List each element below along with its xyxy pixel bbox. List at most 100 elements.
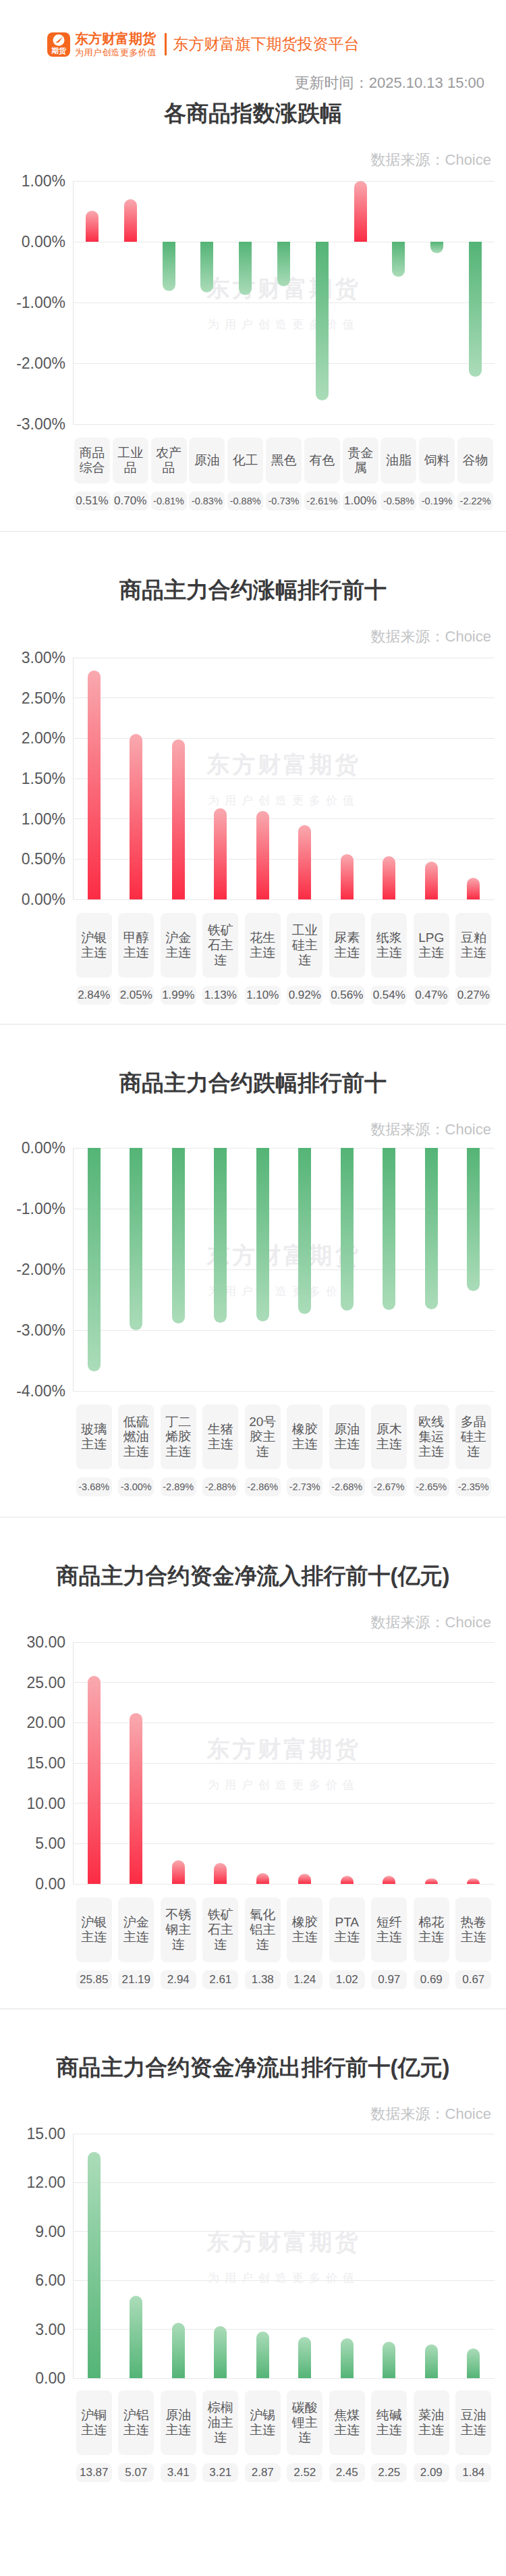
- value-label: 25.85: [76, 1970, 112, 1989]
- values-row: 25.8521.192.942.611.381.241.020.970.690.…: [0, 1970, 506, 1989]
- category-label: 农产 品: [151, 438, 187, 483]
- values-row: 2.84%2.05%1.99%1.13%1.10%0.92%0.56%0.54%…: [0, 986, 506, 1005]
- value-label: 0.67: [455, 1970, 491, 1989]
- category-label: 黑色: [266, 438, 302, 483]
- values-row: 13.875.073.413.212.872.522.452.252.091.8…: [0, 2463, 506, 2482]
- category-label: 橡胶 主连: [287, 1897, 322, 1962]
- bar-棉花主连: [425, 1878, 438, 1884]
- bar-沪铝主连: [130, 2296, 142, 2378]
- category-label: 沪金 主连: [118, 1897, 154, 1962]
- y-axis-tick-label: 10.00: [0, 1795, 65, 1812]
- value-label: -2.88%: [202, 1477, 238, 1496]
- bar-沪银主连: [88, 671, 101, 899]
- gridline: [73, 1391, 495, 1392]
- category-labels-row: 商品 综合工业 品农产 品原油化工黑色有色贵金 属油脂饲料谷物: [0, 438, 506, 483]
- category-label: 沪锡 主连: [245, 2390, 281, 2455]
- category-label: 沪银 主连: [76, 1897, 112, 1962]
- bar-焦煤主连: [341, 2338, 354, 2378]
- bar-橡胶主连: [298, 1874, 311, 1884]
- value-label: -0.81%: [151, 492, 187, 510]
- chart-title: 商品主力合约涨幅排行前十: [0, 577, 506, 604]
- y-axis-tick-label: 0.00%: [0, 1139, 65, 1157]
- value-label: -0.88%: [227, 492, 263, 510]
- y-axis-tick-label: 20.00: [0, 1714, 65, 1731]
- value-label: -2.35%: [455, 1477, 491, 1496]
- value-label: 1.99%: [161, 986, 196, 1005]
- category-label: 豆油 主连: [455, 2390, 491, 2455]
- y-axis-tick-label: -2.00%: [0, 1261, 65, 1278]
- value-label: -0.58%: [381, 492, 416, 510]
- bar-甲醇主连: [130, 734, 142, 899]
- value-label: 13.87: [76, 2463, 112, 2482]
- bar-原木主连: [383, 1148, 395, 1310]
- category-label: 油脂: [381, 438, 416, 483]
- y-axis-tick-label: 2.50%: [0, 689, 65, 707]
- bar-橡胶主连: [298, 1148, 311, 1314]
- bar-贵金属: [354, 181, 367, 242]
- bar-PTA主连: [341, 1876, 354, 1884]
- bar-工业硅主连: [298, 825, 311, 899]
- category-label: 生猪 主连: [202, 1404, 238, 1469]
- bar-沪铜主连: [88, 2152, 101, 2378]
- value-label: 1.00%: [343, 492, 378, 510]
- category-label: 热卷 主连: [455, 1897, 491, 1962]
- chart-section-top-gainers: 商品主力合约涨幅排行前十数据来源：Choice东方财富期货为用户创造更多价值3.…: [0, 577, 506, 1005]
- category-label: 尿素 主连: [329, 913, 365, 978]
- plot-area: 东方财富期货为用户创造更多价值30.0025.0020.0015.0010.00…: [0, 1642, 506, 1884]
- category-label: 原油: [189, 438, 225, 483]
- category-label: 焦煤 主连: [329, 2390, 365, 2455]
- y-axis-tick-label: 9.00: [0, 2223, 65, 2240]
- category-label: 沪金 主连: [161, 913, 196, 978]
- bar-豆粕主连: [467, 878, 480, 899]
- value-label: -2.61%: [304, 492, 340, 510]
- value-label: 1.84: [455, 2463, 491, 2482]
- category-label: 工业 硅主 连: [287, 913, 322, 978]
- gridline: [73, 424, 495, 425]
- section-divider: [0, 2008, 506, 2009]
- y-axis-tick-label: -4.00%: [0, 1382, 65, 1400]
- app-logo-icon: 期货: [47, 32, 70, 57]
- gridline: [73, 2182, 495, 2183]
- y-axis-tick-label: 3.00: [0, 2321, 65, 2338]
- y-axis-tick-label: 5.00: [0, 1835, 65, 1852]
- category-labels-row: 沪银 主连沪金 主连不锈 钢主 连铁矿 石主 连氧化 铝主 连橡胶 主连PTA …: [0, 1897, 506, 1962]
- y-axis-tick-label: -1.00%: [0, 294, 65, 311]
- bar-热卷主连: [467, 1878, 480, 1884]
- category-label: LPG 主连: [414, 913, 449, 978]
- y-axis-tick-label: -2.00%: [0, 354, 65, 372]
- value-label: 21.19: [118, 1970, 154, 1989]
- logo-circle: [53, 34, 65, 46]
- plot-area: 东方财富期货为用户创造更多价值0.00%-1.00%-2.00%-3.00%-4…: [0, 1148, 506, 1391]
- category-label: 沪银 主连: [76, 913, 112, 978]
- bar-农产品: [163, 242, 175, 291]
- brand-name: 东方财富期货: [75, 31, 157, 46]
- value-label: 1.13%: [202, 986, 238, 1005]
- bar-20号胶主连: [256, 1148, 269, 1321]
- bar-化工: [239, 242, 252, 295]
- value-label: -3.68%: [76, 1477, 112, 1496]
- values-row: -3.68%-3.00%-2.89%-2.88%-2.86%-2.73%-2.6…: [0, 1477, 506, 1496]
- brand-divider: [165, 33, 167, 55]
- y-axis-tick-label: 2.00%: [0, 729, 65, 747]
- category-label: 铁矿 石主 连: [202, 1897, 238, 1962]
- bar-纸浆主连: [383, 856, 395, 899]
- chart-section-net-outflow: 商品主力合约资金净流出排行前十(亿元)数据来源：Choice东方财富期货为用户创…: [0, 2054, 506, 2482]
- brand-tagline: 东方财富旗下期货投资平台: [173, 34, 360, 55]
- brand-row: 期货 东方财富期货 为用户创造更多价值 东方财富旗下期货投资平台: [47, 31, 360, 57]
- value-label: 2.84%: [76, 986, 112, 1005]
- watermark-subtext: 为用户创造更多价值: [208, 1777, 360, 1793]
- brand-text: 东方财富期货 为用户创造更多价值: [75, 31, 157, 57]
- category-label: 甲醇 主连: [118, 913, 154, 978]
- bar-原油主连: [341, 1148, 354, 1311]
- charts-container: 各商品指数涨跌幅数据来源：Choice东方财富期货为用户创造更多价值1.00%0…: [0, 100, 506, 2482]
- category-label: 饲料: [419, 438, 455, 483]
- watermark-text: 东方财富期货: [207, 750, 361, 781]
- value-label: -2.86%: [245, 1477, 281, 1496]
- category-label: 棉花 主连: [414, 1897, 449, 1962]
- category-label: 工业 品: [113, 438, 148, 483]
- logo-icon-text: 期货: [47, 47, 70, 55]
- watermark-text: 东方财富期货: [207, 1734, 361, 1765]
- data-source-label: 数据来源：Choice: [0, 1614, 506, 1631]
- value-label: 2.52: [287, 2463, 322, 2482]
- value-label: 2.25: [371, 2463, 407, 2482]
